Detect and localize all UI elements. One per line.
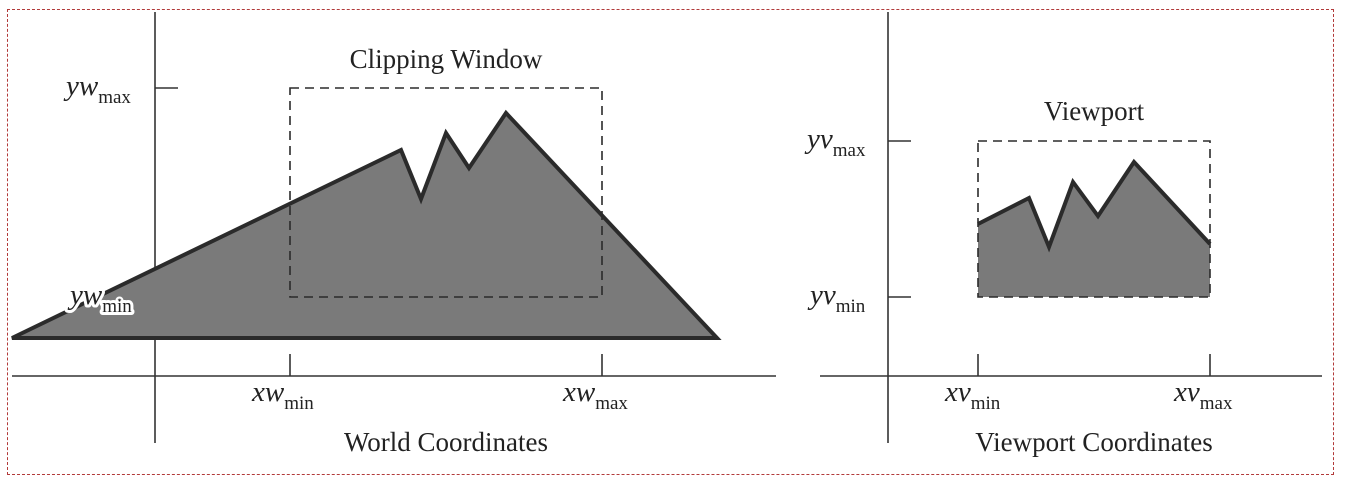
xv-max-label: xvmax: [1173, 376, 1233, 414]
yw-max-label: ywmax: [63, 70, 131, 108]
yw-min-label: ywmin: [67, 279, 132, 317]
viewport-rect: [977, 140, 1211, 298]
xw-max-label: xwmax: [562, 376, 628, 414]
figure-frame: [7, 9, 1334, 475]
xw-min-label: xwmin: [251, 376, 314, 414]
viewport-panel: Viewport yvmax yvmin xvmin xvmax Viewpor…: [804, 12, 1322, 457]
viewport-coordinates-caption: Viewport Coordinates: [975, 427, 1213, 457]
viewport-scene-outline: [977, 158, 1212, 253]
yv-max-label: yvmax: [804, 123, 866, 161]
xv-min-label: xvmin: [944, 376, 1001, 414]
world-panel: Clipping Window ywmax ywmin xwmin xwmax …: [11, 12, 776, 457]
viewport-title: Viewport: [1044, 96, 1145, 126]
world-scene-shape: [11, 109, 722, 340]
yv-min-label: yvmin: [807, 279, 866, 317]
viewport-scene-shape: [978, 162, 1210, 297]
clipping-window-rect: [289, 87, 603, 298]
world-coordinates-caption: World Coordinates: [344, 427, 548, 457]
clipping-window-title: Clipping Window: [350, 44, 543, 74]
